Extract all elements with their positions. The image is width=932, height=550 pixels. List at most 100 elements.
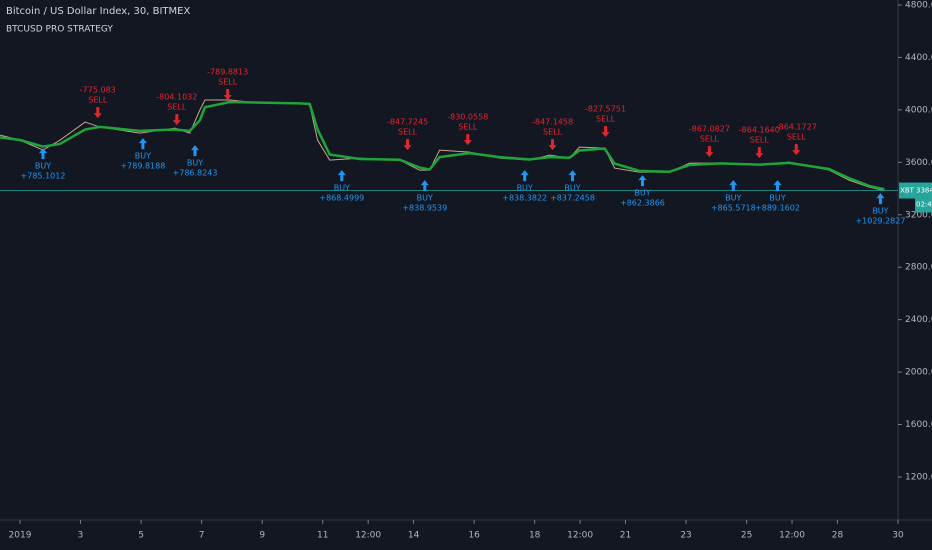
signal-pnl: +785.1012 bbox=[21, 172, 66, 181]
chart-title: Bitcoin / US Dollar Index, 30, BITMEX bbox=[6, 6, 190, 17]
signal-side: BUY bbox=[517, 184, 533, 193]
sell-arrow bbox=[403, 139, 412, 151]
y-tick-label: 1600.00 bbox=[905, 420, 932, 430]
x-tick-label: 9 bbox=[259, 531, 265, 541]
y-tick-label: 2800.00 bbox=[905, 263, 932, 273]
x-tick-label: 12:00 bbox=[355, 531, 381, 541]
symbol-label: XBT bbox=[900, 187, 915, 195]
signal-side: BUY bbox=[769, 194, 785, 203]
signal-pnl: +862.3866 bbox=[620, 199, 665, 208]
buy-arrow bbox=[876, 193, 885, 205]
signal-pnl: +786.8243 bbox=[173, 169, 218, 178]
countdown-label: 02:45 bbox=[916, 201, 932, 209]
signal-side: BUY bbox=[634, 189, 650, 198]
signal-side: BUY bbox=[35, 162, 51, 171]
x-tick-label: 12:00 bbox=[779, 531, 805, 541]
sell-arrow bbox=[223, 89, 232, 101]
y-tick-label: 4000.00 bbox=[905, 105, 932, 115]
signal-side: SELL bbox=[750, 136, 770, 145]
sell-arrow bbox=[755, 147, 764, 159]
signal-side: BUY bbox=[334, 184, 350, 193]
y-tick-label: 2400.00 bbox=[905, 315, 932, 325]
symbol-box bbox=[899, 182, 915, 199]
y-tick-label: 1200.00 bbox=[905, 472, 932, 482]
signal-pnl: -804.1032 bbox=[156, 93, 197, 102]
buy-arrow bbox=[38, 148, 47, 160]
x-tick-label: 18 bbox=[529, 531, 541, 541]
signal-side: SELL bbox=[700, 135, 720, 144]
signal-pnl: -789.8813 bbox=[207, 68, 248, 77]
signal-pnl: +838.9539 bbox=[402, 204, 447, 213]
y-tick-label: 4400.00 bbox=[905, 53, 932, 63]
buy-arrow bbox=[729, 180, 738, 192]
signal-side: BUY bbox=[564, 184, 580, 193]
x-tick-label: 7 bbox=[199, 531, 205, 541]
buy-arrow bbox=[773, 180, 782, 192]
signal-pnl: -847.1458 bbox=[532, 118, 573, 127]
x-tick-label: 30 bbox=[892, 531, 904, 541]
sell-arrow bbox=[172, 114, 181, 126]
buy-arrow bbox=[638, 175, 647, 187]
sell-arrow bbox=[93, 107, 102, 119]
buy-arrow bbox=[337, 170, 346, 182]
signal-side: BUY bbox=[725, 194, 741, 203]
signal-side: BUY bbox=[872, 207, 888, 216]
sell-arrow bbox=[548, 139, 557, 151]
signal-side: BUY bbox=[187, 159, 203, 168]
signal-pnl: -864.1727 bbox=[776, 123, 817, 132]
x-tick-label: 21 bbox=[620, 531, 631, 541]
signal-pnl: +865.5718 bbox=[711, 204, 756, 213]
buy-arrow bbox=[520, 170, 529, 182]
last-price-box bbox=[915, 182, 932, 213]
x-tick-label: 16 bbox=[468, 531, 480, 541]
signal-pnl: +1029.2827 bbox=[855, 217, 905, 226]
signal-pnl: +868.4999 bbox=[319, 194, 364, 203]
price-line bbox=[0, 100, 885, 191]
buy-arrow bbox=[420, 180, 429, 192]
signal-side: SELL bbox=[218, 78, 238, 87]
signal-pnl: -827.5751 bbox=[585, 105, 626, 114]
sell-arrow bbox=[705, 146, 714, 158]
y-tick-label: 4800.00 bbox=[905, 0, 932, 10]
x-tick-label: 28 bbox=[832, 531, 844, 541]
buy-arrow bbox=[190, 145, 199, 157]
x-tick-label: 5 bbox=[138, 531, 144, 541]
signal-pnl: -864.1640 bbox=[739, 126, 780, 135]
x-tick-label: 11 bbox=[317, 531, 328, 541]
x-tick-label: 23 bbox=[680, 531, 691, 541]
signal-side: SELL bbox=[398, 128, 418, 137]
buy-arrow bbox=[138, 138, 147, 150]
x-tick-label: 25 bbox=[741, 531, 752, 541]
x-tick-label: 3 bbox=[78, 531, 84, 541]
x-tick-label: 12:00 bbox=[567, 531, 593, 541]
signal-side: SELL bbox=[543, 128, 563, 137]
sell-arrow bbox=[601, 126, 610, 138]
signal-side: SELL bbox=[787, 133, 807, 142]
y-tick-label: 3600.00 bbox=[905, 158, 932, 168]
x-tick-label: 2019 bbox=[9, 531, 32, 541]
x-tick-label: 14 bbox=[408, 531, 420, 541]
signal-pnl: -847.7245 bbox=[387, 118, 428, 127]
signal-pnl: +838.3822 bbox=[502, 194, 547, 203]
signal-pnl: +889.1602 bbox=[755, 204, 800, 213]
signal-side: SELL bbox=[458, 123, 478, 132]
sell-arrow bbox=[792, 144, 801, 156]
signal-side: BUY bbox=[417, 194, 433, 203]
signal-side: SELL bbox=[596, 115, 616, 124]
y-tick-label: 3200.00 bbox=[905, 210, 932, 220]
last-price-label: 3384.84 bbox=[916, 187, 932, 195]
chart-subtitle: BTCUSD PRO STRATEGY bbox=[6, 25, 113, 35]
signal-pnl: -830.0558 bbox=[447, 113, 488, 122]
signal-pnl: -775.083 bbox=[80, 86, 116, 95]
sell-arrow bbox=[463, 134, 472, 146]
signal-side: SELL bbox=[167, 103, 187, 112]
signal-pnl: +837.2458 bbox=[550, 194, 595, 203]
signal-side: SELL bbox=[88, 96, 108, 105]
buy-arrow bbox=[568, 170, 577, 182]
signal-pnl: -867.0827 bbox=[689, 125, 730, 134]
y-tick-label: 2000.00 bbox=[905, 368, 932, 378]
signal-side: BUY bbox=[135, 152, 151, 161]
signal-pnl: +789.8188 bbox=[120, 162, 165, 171]
